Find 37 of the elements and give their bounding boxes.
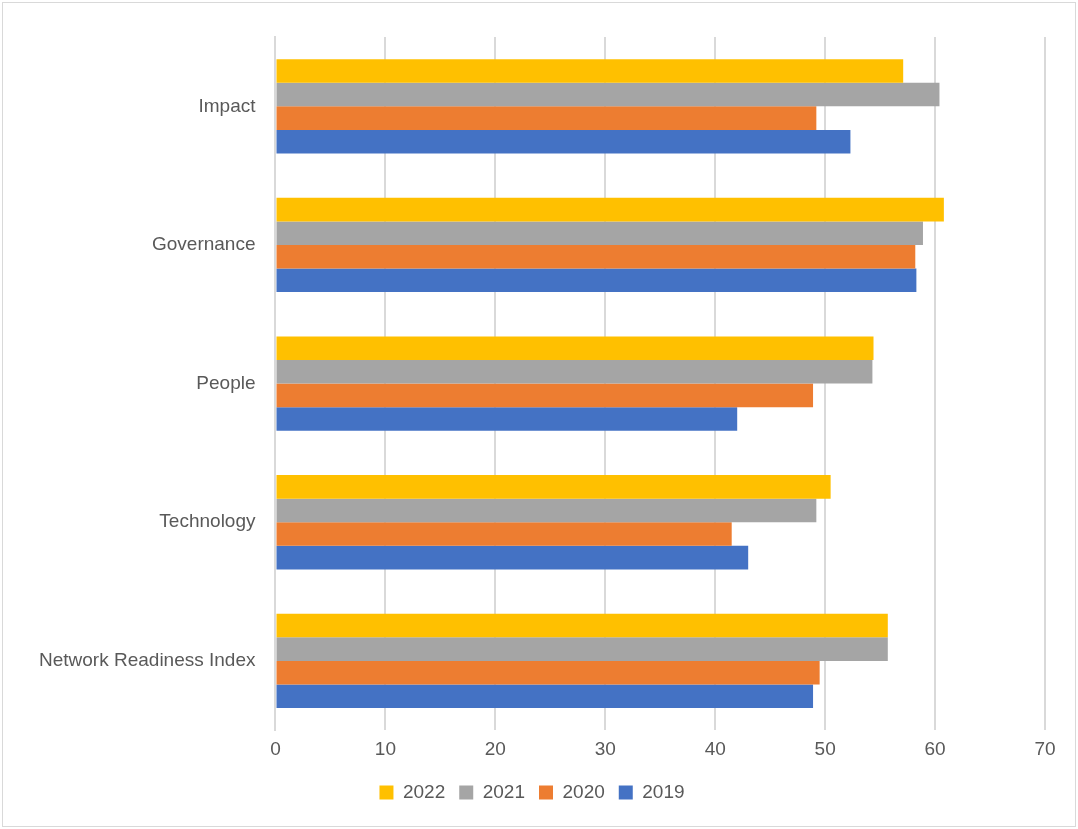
bar [276,637,888,661]
y-tick-label: Governance [151,233,256,255]
legend-label: 2021 [482,780,526,802]
x-tick-label: 20 [484,737,506,759]
y-tick-label: Network Readiness Index [39,649,256,671]
bar [276,660,820,685]
bar [276,336,874,361]
bar [276,360,873,384]
legend-label: 2020 [562,780,605,802]
x-tick-label: 40 [704,737,726,759]
bar [276,684,814,709]
legend-label: 2022 [402,780,446,802]
x-tick-label: 30 [594,737,616,759]
bar [276,522,732,546]
bar [276,383,814,408]
bar [276,82,940,107]
x-tick-label: 50 [814,737,836,759]
bar [276,221,923,245]
x-tick-label: 70 [1034,737,1056,759]
bar [276,59,904,83]
x-tick-label: 60 [924,737,946,759]
bar [276,545,749,570]
y-tick-label: People [196,371,256,393]
bar [276,197,944,222]
y-tick-label: Technology [159,510,256,532]
x-tick-label: 10 [374,737,396,759]
bar [276,613,888,638]
bar [276,475,831,499]
legend-label: 2019 [642,780,685,802]
y-tick-label: Impact [198,94,257,116]
bar [276,244,916,269]
x-tick-label: 0 [270,737,281,759]
bar [276,407,738,431]
bar [276,268,917,293]
bar [276,129,851,154]
bar [276,498,817,523]
bar [276,106,817,130]
